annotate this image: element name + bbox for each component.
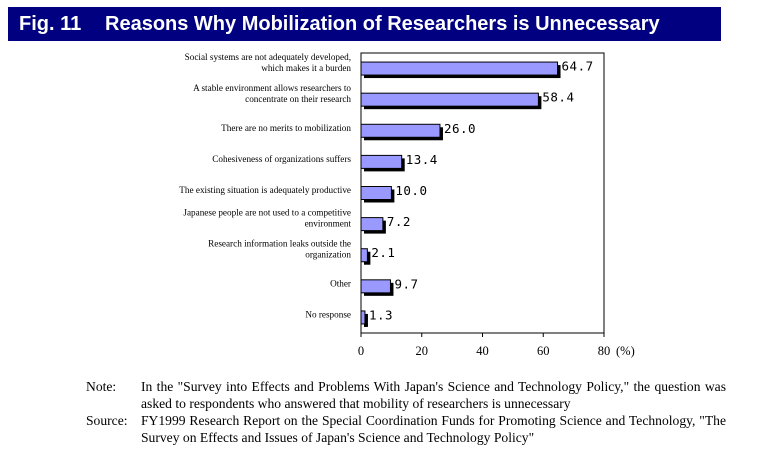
category-label-line: A stable environment allows researchers … [193, 83, 351, 93]
category-label: Japanese people are not used to a compet… [183, 208, 351, 229]
category-label: A stable environment allows researchers … [193, 83, 351, 104]
category-label: There are no merits to mobilization [221, 123, 351, 133]
category-label-line: Other [330, 278, 351, 288]
bar-value-label: 58.4 [542, 90, 574, 105]
category-label: No response [305, 309, 351, 319]
category-label-line: Research information leaks outside the [208, 239, 351, 249]
bar [360, 61, 559, 76]
bar-value-label: 9.7 [394, 276, 418, 291]
category-label: Cohesiveness of organizations suffers [212, 154, 351, 164]
category-label-line: which makes it a burden [261, 63, 351, 73]
bar-value-label: 1.3 [369, 307, 393, 322]
bar [360, 123, 441, 138]
bar-value-label: 26.0 [444, 121, 476, 136]
category-label-line: Japanese people are not used to a compet… [183, 208, 351, 218]
category-label-line: The existing situation is adequately pro… [179, 185, 351, 195]
notes-section: Note: In the "Survey into Effects and Pr… [86, 378, 726, 446]
category-label-line: Social systems are not adequately develo… [185, 52, 351, 62]
bar-value-label: 64.7 [562, 59, 594, 74]
category-label-line: There are no merits to mobilization [221, 123, 351, 133]
bar-shadow [364, 313, 368, 327]
x-tick-label: 20 [416, 344, 429, 358]
bar-value-label: 10.0 [395, 183, 427, 198]
bar-value-label: 2.1 [371, 245, 395, 260]
bar [360, 154, 403, 169]
bar [360, 217, 384, 232]
figure-title-bar: Fig. 11 Reasons Why Mobilization of Resea… [8, 7, 721, 41]
category-label-line: organization [305, 250, 351, 260]
x-tick-label: 60 [537, 344, 550, 358]
category-label-line: No response [305, 309, 351, 319]
category-label-line: concentrate on their research [245, 94, 351, 104]
category-label-line: Cohesiveness of organizations suffers [212, 154, 351, 164]
x-tick-label: 40 [476, 344, 489, 358]
x-axis-unit-label: (%) [616, 344, 635, 358]
category-label: Social systems are not adequately develo… [185, 52, 352, 73]
note-label: Note: [86, 379, 117, 394]
bar-value-label: 13.4 [406, 152, 438, 167]
source-label: Source: [86, 413, 128, 428]
figure-number: Fig. 11 [19, 13, 82, 35]
x-tick-label: 80 [598, 344, 611, 358]
note-row: Note: In the "Survey into Effects and Pr… [86, 378, 726, 412]
bar [360, 279, 391, 294]
x-tick-label: 0 [358, 344, 364, 358]
category-label: The existing situation is adequately pro… [179, 185, 351, 195]
bar [360, 310, 366, 325]
source-text: FY1999 Research Report on the Special Co… [141, 413, 726, 445]
category-label: Research information leaks outside the or… [208, 239, 351, 260]
bar [360, 92, 539, 107]
category-label-line: environment [305, 219, 352, 229]
category-label: Other [330, 278, 351, 288]
bar [360, 186, 392, 200]
figure-title: Reasons Why Mobilization of Researchers … [105, 13, 660, 35]
bar-value-label: 7.2 [387, 214, 411, 229]
source-row: Source: FY1999 Research Report on the Sp… [86, 412, 726, 446]
note-text: In the "Survey into Effects and Problems… [141, 379, 726, 411]
bar [360, 248, 368, 263]
